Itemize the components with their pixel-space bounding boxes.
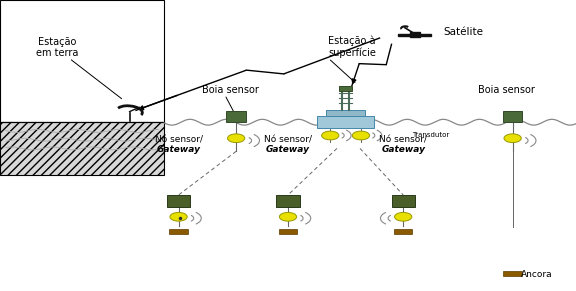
Text: Nó sensor/: Nó sensor/ bbox=[264, 135, 312, 144]
Circle shape bbox=[353, 131, 370, 140]
Text: Satélite: Satélite bbox=[444, 27, 483, 37]
Bar bbox=[339, 86, 352, 91]
Text: Transdutor: Transdutor bbox=[412, 132, 449, 139]
Circle shape bbox=[170, 212, 187, 221]
Circle shape bbox=[228, 134, 245, 143]
Bar bbox=[503, 111, 522, 122]
Text: Estação
em terra: Estação em terra bbox=[36, 37, 79, 58]
Polygon shape bbox=[410, 33, 419, 37]
Text: Nó sensor/: Nó sensor/ bbox=[154, 135, 203, 144]
Text: Estação à
superfície: Estação à superfície bbox=[328, 36, 376, 58]
Bar bbox=[226, 111, 246, 122]
Polygon shape bbox=[419, 33, 431, 36]
Bar bbox=[503, 271, 522, 276]
Bar bbox=[167, 195, 190, 207]
Text: Boia sensor: Boia sensor bbox=[478, 85, 535, 95]
Bar bbox=[392, 195, 415, 207]
Circle shape bbox=[279, 212, 297, 221]
Bar bbox=[276, 195, 300, 207]
FancyBboxPatch shape bbox=[326, 110, 365, 116]
Circle shape bbox=[321, 131, 339, 140]
FancyBboxPatch shape bbox=[317, 116, 374, 128]
Polygon shape bbox=[398, 33, 410, 36]
Bar bbox=[169, 228, 188, 234]
Text: Gateway: Gateway bbox=[157, 145, 200, 154]
Text: Ancora: Ancora bbox=[521, 270, 553, 278]
Bar bbox=[0, 0, 164, 122]
Circle shape bbox=[395, 212, 412, 221]
Bar bbox=[394, 228, 412, 234]
Text: Nó sensor/: Nó sensor/ bbox=[379, 135, 427, 144]
Text: Gateway: Gateway bbox=[266, 145, 310, 154]
Text: Gateway: Gateway bbox=[381, 145, 425, 154]
Bar bbox=[279, 228, 297, 234]
Bar bbox=[0, 122, 164, 175]
Circle shape bbox=[504, 134, 521, 143]
Text: Boia sensor: Boia sensor bbox=[202, 85, 259, 95]
